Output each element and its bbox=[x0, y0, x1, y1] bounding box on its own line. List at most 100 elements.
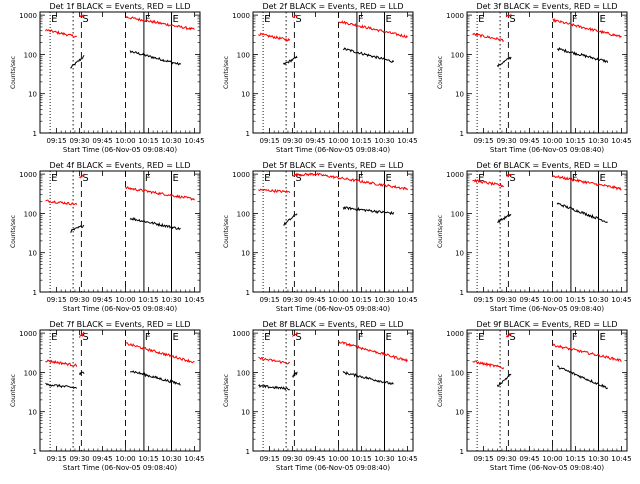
events-series-segment-1 bbox=[282, 55, 298, 66]
y-axis-label: Counts/sec bbox=[10, 374, 17, 407]
plot-frame bbox=[252, 170, 414, 293]
x-tick-label: 09:30 bbox=[69, 455, 89, 463]
x-tick-label: 10:15 bbox=[138, 137, 158, 145]
x-tick-label: 09:45 bbox=[92, 455, 112, 463]
x-tick-label: 09:45 bbox=[305, 137, 325, 145]
events-series-segment-2 bbox=[556, 202, 608, 223]
events-series-segment-1 bbox=[283, 213, 298, 226]
events-series-segment-2 bbox=[343, 47, 395, 63]
marker-label-s: S bbox=[82, 14, 88, 25]
panel-1: Det 1f BLACK = Events, RED = LLD 1 10 100 10… bbox=[10, 2, 205, 154]
panel-8: Det 8f BLACK = Events, RED = LLD 1 10 100 10… bbox=[223, 320, 418, 472]
lld-series-segment-2 bbox=[506, 332, 512, 338]
marker-label-e1: E bbox=[264, 173, 270, 184]
events-series-segment-2 bbox=[79, 371, 85, 376]
x-tick-label: 10:45 bbox=[611, 137, 631, 145]
panel-title: Det 6f BLACK = Events, RED = LLD bbox=[476, 161, 617, 170]
x-tick-label: 10:30 bbox=[588, 137, 608, 145]
panel-title: Det 2f BLACK = Events, RED = LLD bbox=[262, 2, 403, 11]
x-tick-label: 09:30 bbox=[69, 137, 89, 145]
x-tick-label: 09:45 bbox=[92, 137, 112, 145]
events-series-segment-1 bbox=[497, 213, 512, 224]
y-tick-label: 1 bbox=[246, 448, 250, 456]
lld-series-segment-3 bbox=[338, 340, 408, 363]
y-tick-label: 100 bbox=[451, 369, 464, 377]
x-tick-label: 10:15 bbox=[351, 296, 371, 304]
x-tick-label: 10:45 bbox=[397, 296, 417, 304]
x-tick-label: 10:45 bbox=[397, 137, 417, 145]
y-tick-label: 1000 bbox=[446, 12, 464, 20]
x-axis-label: Start Time (06-Nov-05 09:08:40) bbox=[276, 146, 390, 154]
lld-series-segment-1 bbox=[472, 178, 505, 188]
x-tick-label: 09:30 bbox=[282, 455, 302, 463]
y-tick-label: 100 bbox=[24, 369, 37, 377]
events-series-segment-2 bbox=[556, 46, 609, 64]
x-tick-label: 09:30 bbox=[69, 296, 89, 304]
panel-title: Det 4f BLACK = Events, RED = LLD bbox=[49, 161, 190, 170]
marker-label-e1: E bbox=[478, 14, 484, 25]
marker-label-s: S bbox=[295, 14, 301, 25]
y-tick-label: 100 bbox=[24, 51, 37, 59]
panel-2: Det 2f BLACK = Events, RED = LLD 1 10 100 10… bbox=[223, 2, 418, 154]
events-series-segment-2 bbox=[129, 217, 181, 231]
marker-label-e2: E bbox=[172, 14, 178, 25]
x-tick-label: 10:45 bbox=[184, 455, 204, 463]
x-tick-label: 09:15 bbox=[259, 137, 279, 145]
lld-series-segment-2 bbox=[79, 173, 85, 179]
x-tick-label: 10:30 bbox=[588, 296, 608, 304]
y-tick-label: 1 bbox=[460, 289, 464, 297]
x-tick-label: 10:00 bbox=[115, 455, 135, 463]
marker-label-f: F bbox=[572, 173, 578, 184]
x-tick-label: 10:30 bbox=[161, 296, 181, 304]
marker-label-s: S bbox=[509, 14, 515, 25]
y-tick-label: 100 bbox=[237, 51, 250, 59]
y-tick-label: 10 bbox=[241, 91, 250, 99]
marker-label-e1: E bbox=[478, 173, 484, 184]
x-tick-label: 10:00 bbox=[115, 296, 135, 304]
y-tick-label: 1 bbox=[246, 289, 250, 297]
x-tick-label: 10:15 bbox=[565, 455, 585, 463]
y-tick-label: 1 bbox=[460, 448, 464, 456]
x-axis-label: Start Time (06-Nov-05 09:08:40) bbox=[276, 464, 390, 472]
x-axis-label: Start Time (06-Nov-05 09:08:40) bbox=[63, 464, 177, 472]
y-tick-label: 10 bbox=[241, 409, 250, 417]
marker-label-e2: E bbox=[385, 332, 391, 343]
panel-title: Det 9f BLACK = Events, RED = LLD bbox=[476, 320, 617, 329]
marker-label-s: S bbox=[509, 173, 515, 184]
marker-label-e2: E bbox=[599, 14, 605, 25]
lld-series-segment-3 bbox=[552, 175, 622, 191]
x-tick-label: 10:45 bbox=[611, 296, 631, 304]
x-tick-label: 09:30 bbox=[282, 296, 302, 304]
panel-title: Det 7f BLACK = Events, RED = LLD bbox=[49, 320, 190, 329]
x-tick-label: 10:15 bbox=[138, 296, 158, 304]
plot-frame bbox=[252, 11, 414, 134]
marker-label-f: F bbox=[572, 332, 578, 343]
events-series-segment-2 bbox=[342, 206, 395, 216]
marker-label-s: S bbox=[509, 332, 515, 343]
x-tick-label: 10:45 bbox=[397, 455, 417, 463]
y-tick-label: 1 bbox=[246, 130, 250, 138]
x-tick-label: 10:15 bbox=[351, 455, 371, 463]
x-axis-label: Start Time (06-Nov-05 09:08:40) bbox=[490, 146, 604, 154]
y-tick-label: 1 bbox=[33, 289, 37, 297]
events-series-segment-1 bbox=[70, 54, 85, 69]
events-series-segment-2 bbox=[129, 50, 182, 66]
x-tick-label: 10:00 bbox=[542, 296, 562, 304]
events-series-segment-1 bbox=[496, 56, 512, 68]
plot-frame bbox=[466, 329, 628, 452]
lld-series-segment-1 bbox=[472, 32, 505, 43]
marker-label-f: F bbox=[358, 332, 364, 343]
lld-series-segment-1 bbox=[258, 188, 291, 194]
lld-series-segment-1 bbox=[472, 360, 505, 370]
y-tick-label: 1000 bbox=[446, 330, 464, 338]
y-tick-label: 1000 bbox=[446, 171, 464, 179]
x-tick-label: 09:45 bbox=[519, 137, 539, 145]
marker-label-e2: E bbox=[599, 173, 605, 184]
plot-frame bbox=[39, 329, 201, 452]
x-tick-label: 10:30 bbox=[161, 137, 181, 145]
marker-label-e1: E bbox=[478, 332, 484, 343]
x-tick-label: 10:00 bbox=[328, 296, 348, 304]
y-tick-label: 10 bbox=[455, 91, 464, 99]
events-series-segment-3 bbox=[342, 371, 394, 385]
